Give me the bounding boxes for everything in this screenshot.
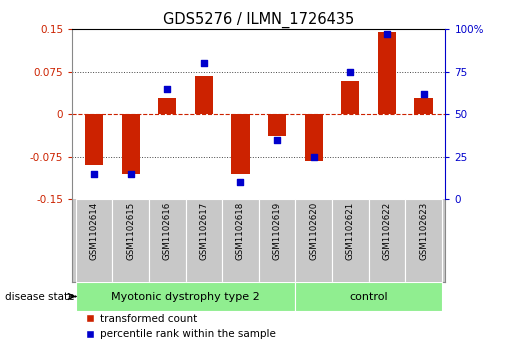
Bar — [122, 114, 140, 174]
Title: GDS5276 / ILMN_1726435: GDS5276 / ILMN_1726435 — [163, 12, 354, 28]
Point — [346, 69, 354, 74]
Text: GSM1102619: GSM1102619 — [272, 202, 282, 260]
Point — [273, 137, 281, 143]
Text: GSM1102622: GSM1102622 — [383, 202, 391, 260]
Bar — [76, 282, 296, 311]
Point — [383, 31, 391, 37]
Text: control: control — [349, 291, 388, 302]
Bar — [112, 199, 149, 282]
Bar — [259, 199, 296, 282]
Text: GSM1102618: GSM1102618 — [236, 202, 245, 260]
Bar — [405, 199, 442, 282]
Bar — [158, 98, 177, 114]
Bar — [341, 81, 359, 114]
Bar — [185, 199, 222, 282]
Bar — [304, 114, 323, 160]
Text: GSM1102614: GSM1102614 — [90, 202, 98, 260]
Point — [310, 154, 318, 159]
Point — [90, 171, 98, 176]
Bar — [378, 32, 396, 114]
Bar — [231, 114, 250, 174]
Point — [419, 91, 427, 97]
Bar — [415, 98, 433, 114]
Point — [236, 179, 245, 185]
Text: GSM1102617: GSM1102617 — [199, 202, 209, 260]
Bar — [369, 199, 405, 282]
Point — [200, 60, 208, 66]
Bar — [268, 114, 286, 136]
Point — [127, 171, 135, 176]
Text: GSM1102620: GSM1102620 — [309, 202, 318, 260]
Text: Myotonic dystrophy type 2: Myotonic dystrophy type 2 — [111, 291, 260, 302]
Bar — [149, 199, 185, 282]
Text: GSM1102616: GSM1102616 — [163, 202, 172, 260]
Text: GSM1102621: GSM1102621 — [346, 202, 355, 260]
Text: GSM1102623: GSM1102623 — [419, 202, 428, 260]
Bar — [332, 199, 369, 282]
Bar — [296, 282, 442, 311]
Text: GSM1102615: GSM1102615 — [126, 202, 135, 260]
Point — [163, 86, 171, 91]
Text: disease state: disease state — [5, 291, 75, 302]
Bar — [76, 199, 112, 282]
Bar — [222, 199, 259, 282]
Bar — [296, 199, 332, 282]
Bar — [85, 114, 103, 165]
Bar — [195, 76, 213, 114]
Legend: transformed count, percentile rank within the sample: transformed count, percentile rank withi… — [85, 314, 276, 339]
